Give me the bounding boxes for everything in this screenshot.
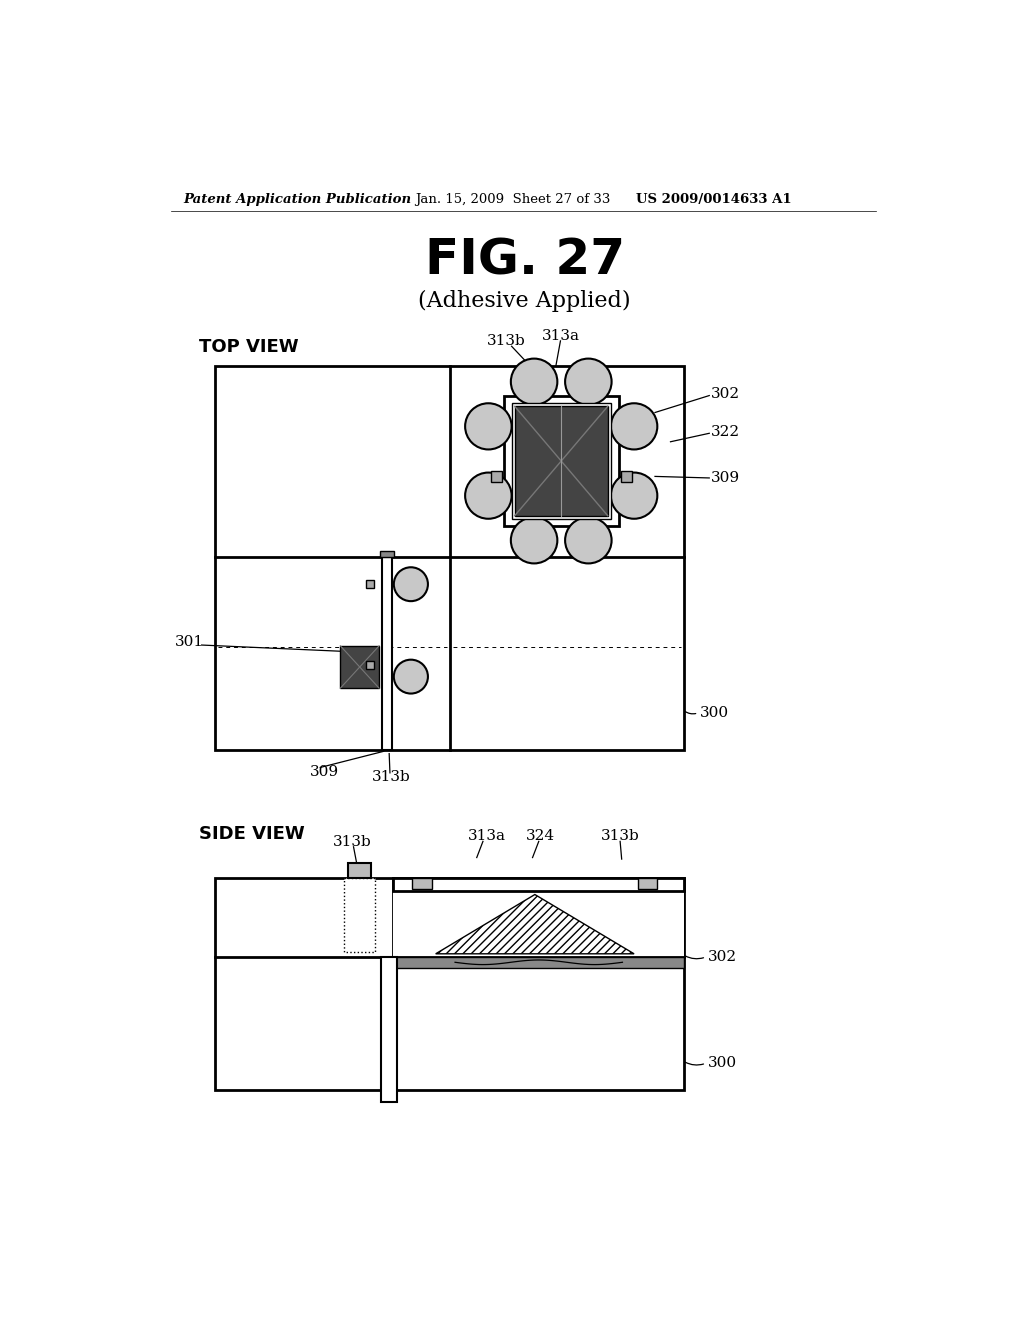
Circle shape [394, 660, 428, 693]
Text: 301: 301 [174, 635, 204, 649]
Circle shape [565, 359, 611, 405]
Text: TOP VIEW: TOP VIEW [200, 338, 299, 356]
Bar [393, 878, 684, 891]
Circle shape [611, 404, 657, 450]
Polygon shape [435, 895, 634, 954]
Text: 309: 309 [309, 766, 339, 779]
Text: 324: 324 [525, 829, 555, 843]
Bar [382, 557, 391, 750]
Text: 313b: 313b [334, 836, 372, 849]
Bar [381, 957, 397, 1102]
Bar [380, 552, 394, 557]
Text: (Adhesive Applied): (Adhesive Applied) [419, 290, 631, 312]
Bar [340, 645, 379, 688]
Text: 309: 309 [711, 471, 740, 484]
Text: 302: 302 [711, 387, 740, 401]
Bar [621, 471, 632, 482]
Text: 313b: 313b [486, 334, 525, 348]
Bar [515, 407, 607, 516]
Bar [348, 863, 372, 878]
Text: 313a: 313a [468, 829, 506, 843]
Bar [512, 404, 611, 519]
Text: 313b: 313b [372, 771, 411, 784]
Circle shape [565, 517, 611, 564]
Text: Jan. 15, 2009  Sheet 27 of 33: Jan. 15, 2009 Sheet 27 of 33 [415, 193, 610, 206]
Text: 322: 322 [711, 425, 740, 438]
Bar [504, 396, 618, 527]
Bar [393, 891, 684, 957]
Text: FIG. 27: FIG. 27 [425, 236, 625, 285]
Bar [215, 878, 684, 1090]
Bar [638, 878, 657, 890]
Bar [366, 579, 375, 589]
Bar [215, 367, 684, 750]
Bar [393, 957, 684, 968]
Text: 300: 300 [708, 1056, 737, 1071]
Text: Patent Application Publication: Patent Application Publication [183, 193, 412, 206]
Bar [366, 661, 375, 669]
Text: US 2009/0014633 A1: US 2009/0014633 A1 [636, 193, 792, 206]
Text: 300: 300 [700, 706, 729, 719]
Circle shape [394, 568, 428, 601]
Circle shape [511, 359, 557, 405]
Circle shape [611, 473, 657, 519]
Circle shape [511, 517, 557, 564]
Bar [490, 471, 502, 482]
Bar [413, 878, 432, 890]
Circle shape [465, 473, 512, 519]
Text: SIDE VIEW: SIDE VIEW [200, 825, 305, 843]
Text: 313b: 313b [601, 829, 640, 843]
Text: 302: 302 [708, 950, 737, 964]
Text: 313a: 313a [542, 329, 580, 342]
Bar [344, 878, 375, 952]
Circle shape [465, 404, 512, 450]
